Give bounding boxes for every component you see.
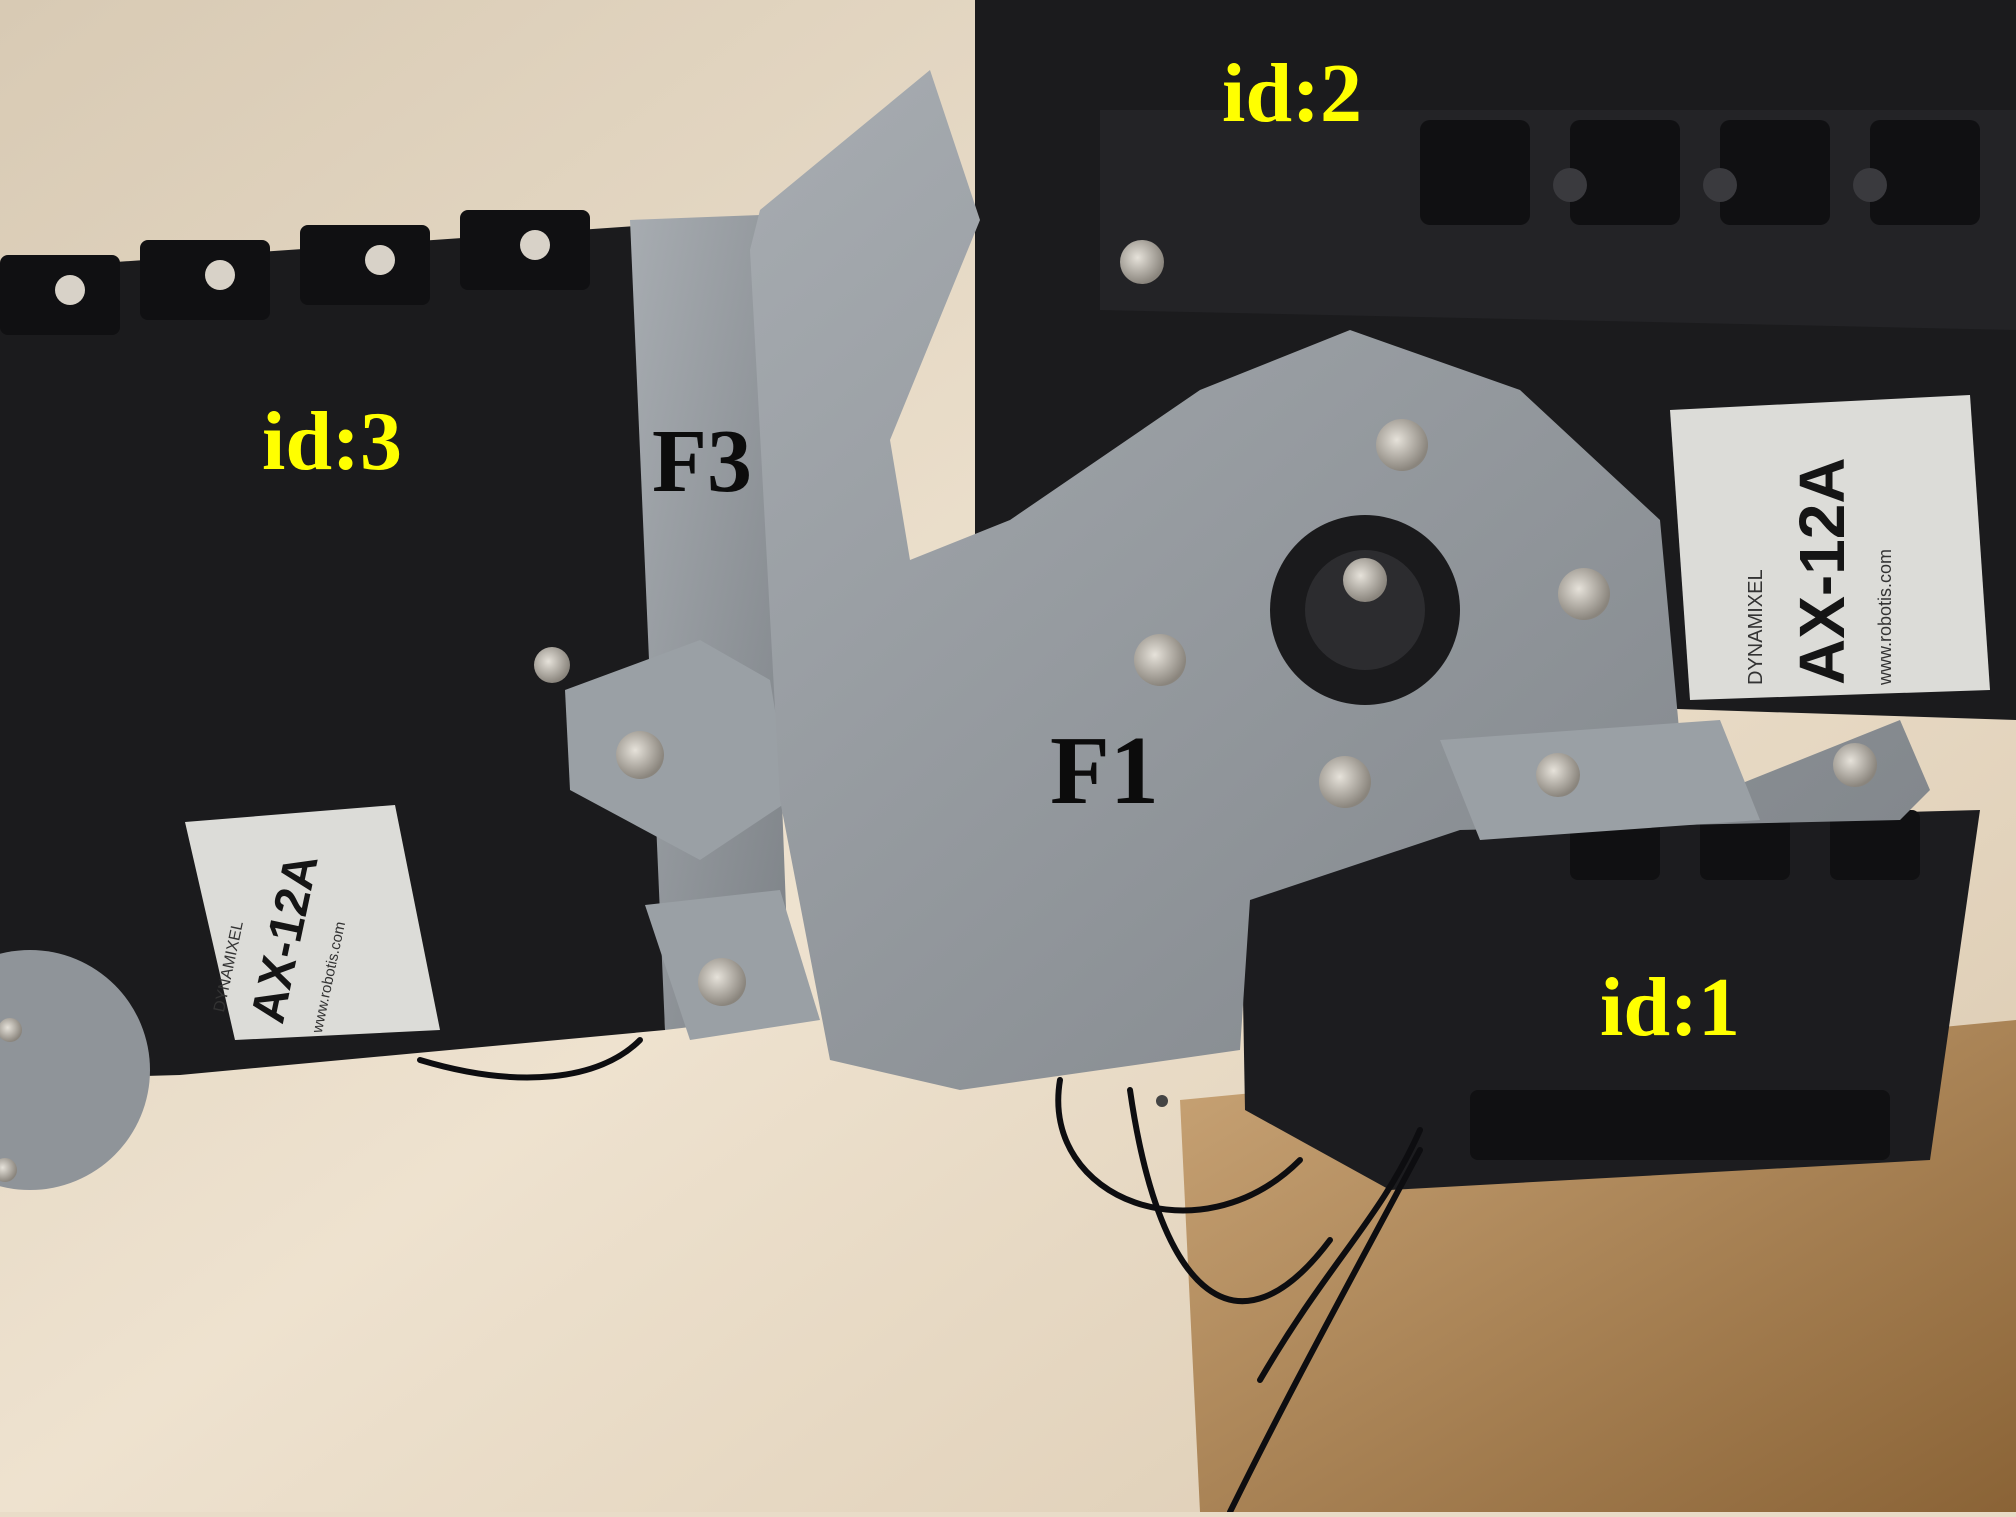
bracket-f3: [565, 215, 820, 1040]
label-id2: id:2: [1222, 47, 1363, 140]
servo-id3: [0, 210, 665, 1190]
sticker-brand-id2: DYNAMIXEL: [1745, 569, 1767, 685]
label-id3: id:3: [262, 395, 403, 488]
bracket-f1: [750, 70, 1930, 1107]
sticker-url-id2: www.robotis.com: [1875, 548, 1895, 685]
servo-horn-left: [0, 950, 150, 1190]
label-f1: F1: [1050, 717, 1159, 825]
sticker-model-id2: AX-12A: [1786, 457, 1858, 685]
screws: [534, 240, 1877, 1006]
servo-sticker-id2: DYNAMIXEL AX-12A www.robotis.com: [1725, 415, 1965, 705]
label-id1: id:1: [1600, 961, 1741, 1054]
sticker-brand-id3: DYNAMIXEL: [211, 919, 247, 1014]
cables: [417, 1037, 1423, 1515]
label-f3: F3: [652, 412, 752, 511]
sticker-url-id3: www.robotis.com: [308, 920, 350, 1035]
